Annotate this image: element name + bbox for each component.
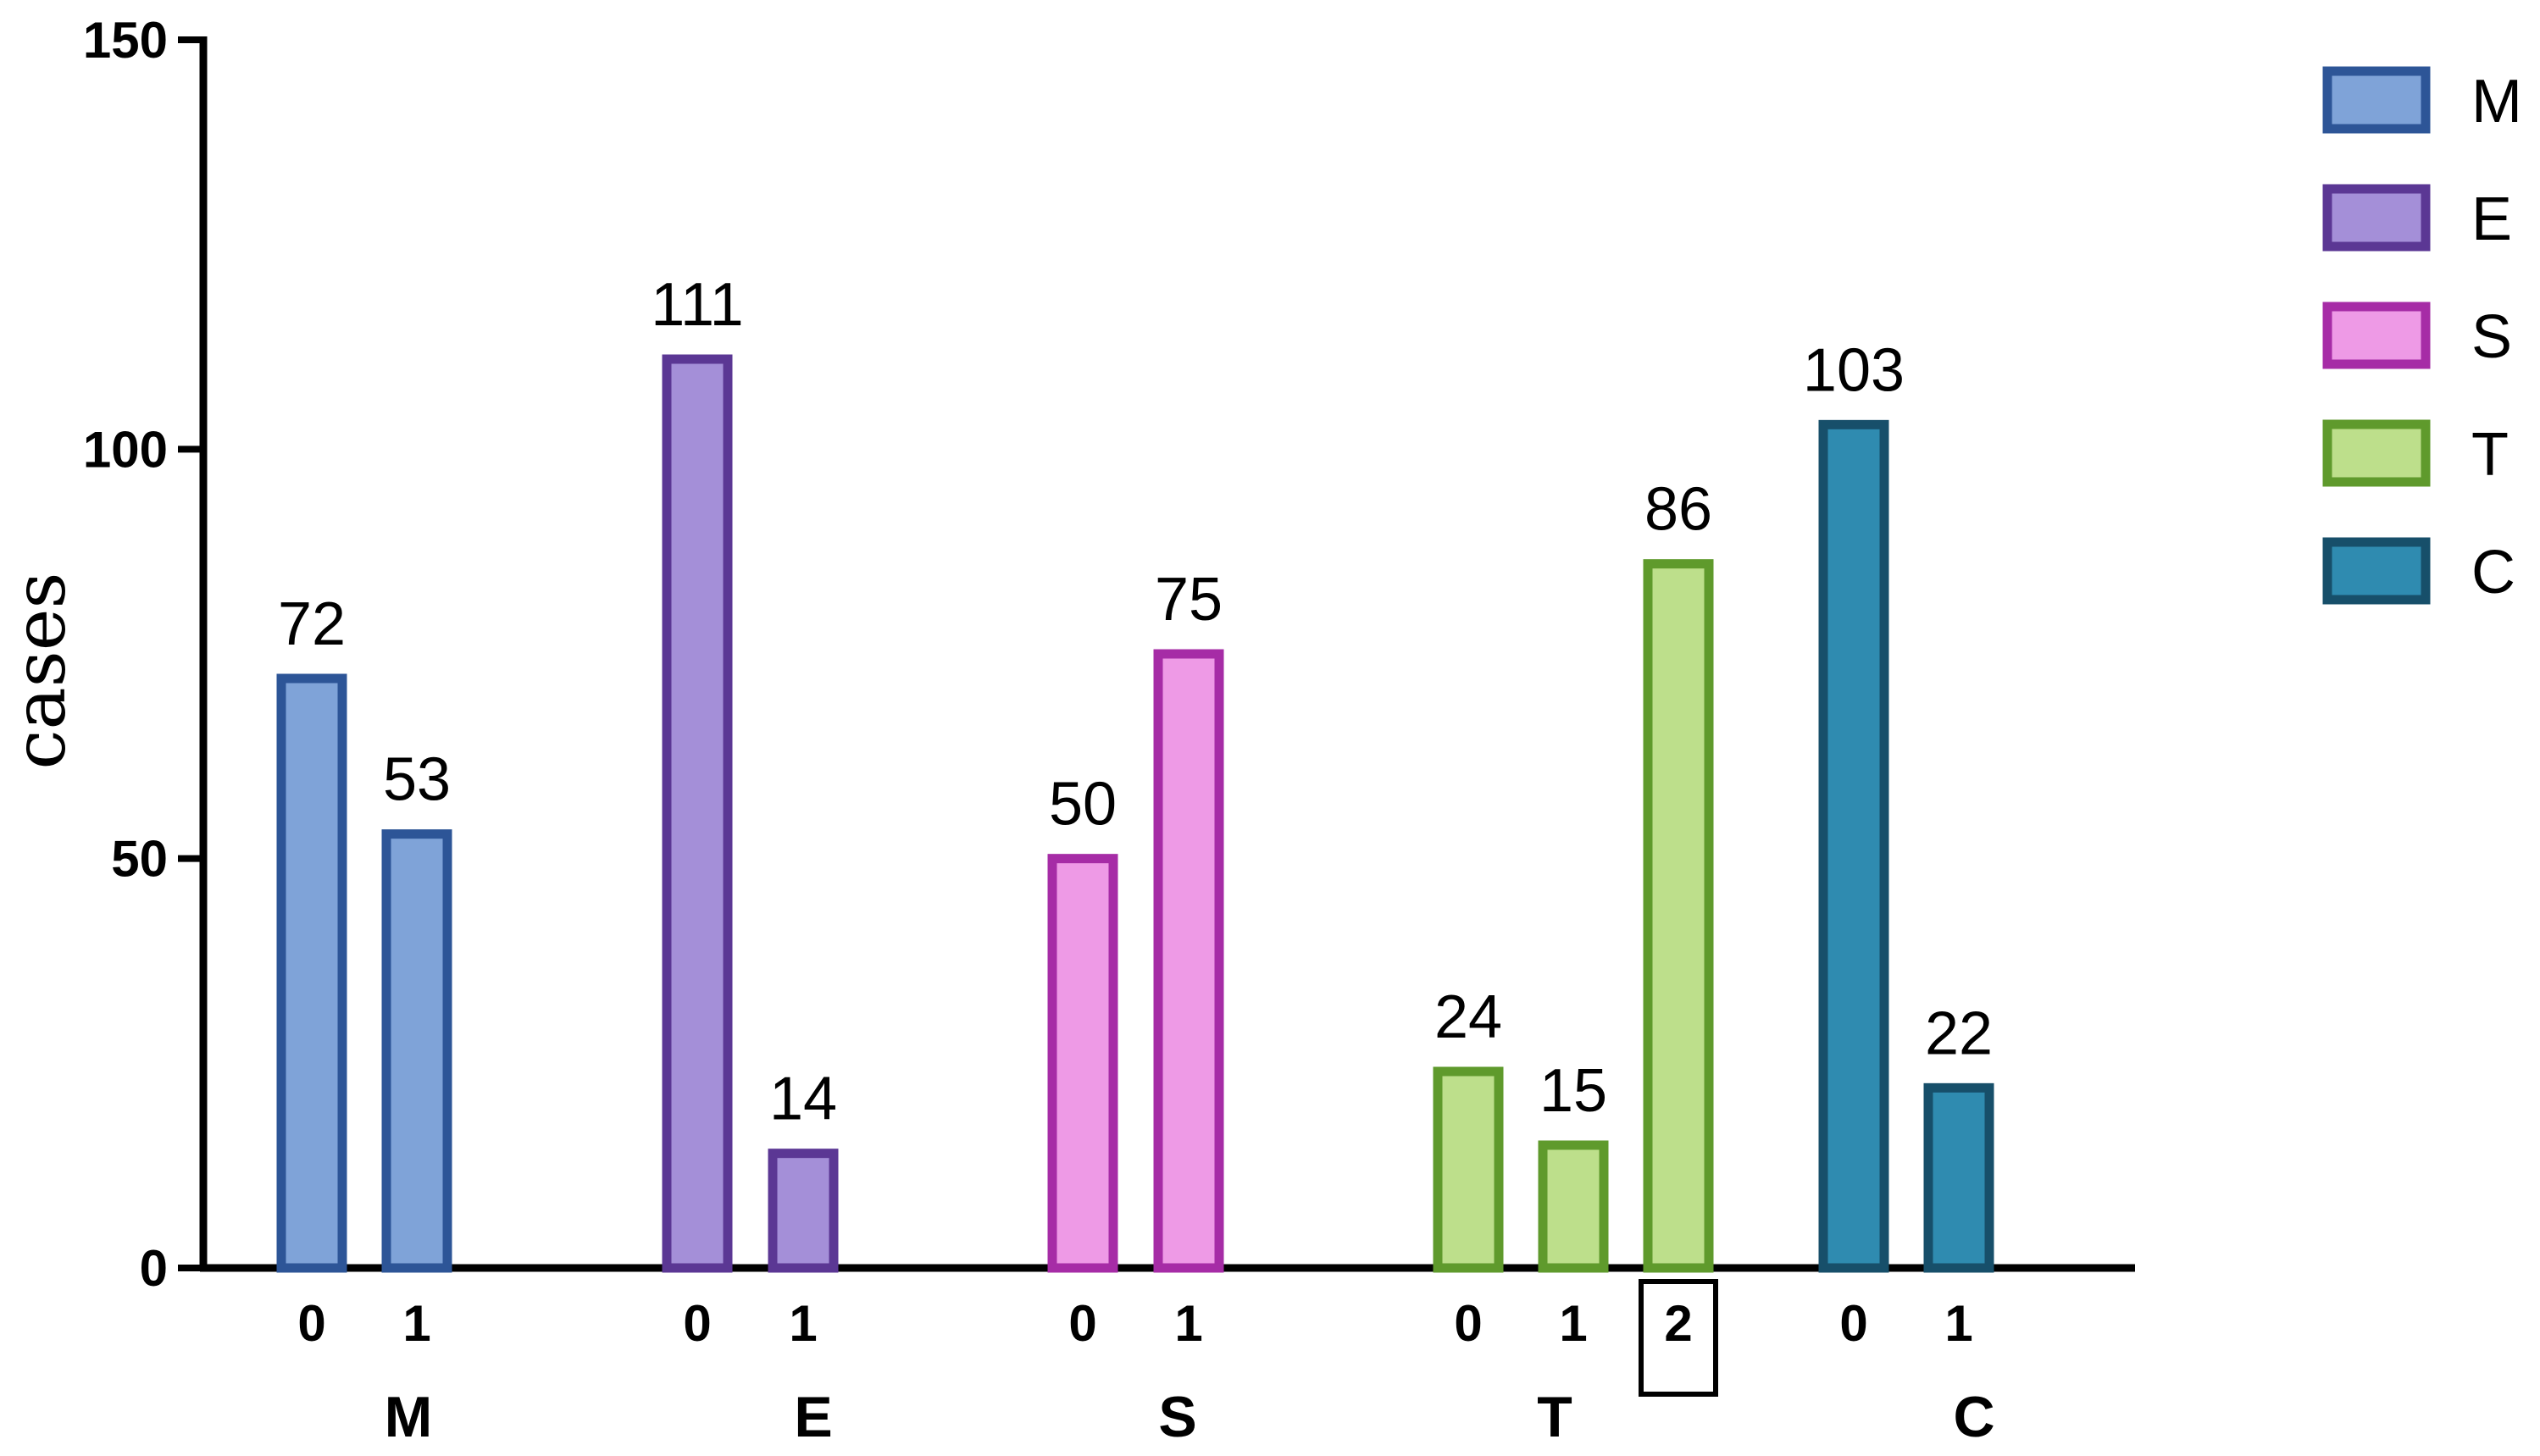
legend-swatch-M	[2322, 66, 2431, 134]
data-label-S-1: 75	[1155, 566, 1223, 634]
y-tick-label: 100	[83, 421, 168, 478]
group-label-T: T	[1537, 1385, 1572, 1449]
legend-label-C: C	[2471, 539, 2515, 606]
data-labels: 72 53 111 14 50 75 24 15 86 103 22	[278, 271, 1993, 1133]
group-label-E: E	[794, 1385, 832, 1449]
legend-swatch-S	[2322, 302, 2431, 369]
legend-swatch-C	[2322, 537, 2431, 605]
group-label-S: S	[1158, 1385, 1196, 1449]
bar-E-0	[662, 354, 733, 1273]
x-tick-label: 0	[1454, 1295, 1482, 1352]
x-tick-label: 2	[1664, 1295, 1692, 1352]
legend-swatch-T	[2322, 419, 2431, 487]
legend-label-T: T	[2471, 421, 2509, 489]
x-axis-labels: 0 1M0 1E0 1S0 1 2T0 1C	[297, 1279, 1995, 1449]
y-tick-label: 150	[83, 12, 168, 69]
group-label-M: M	[385, 1385, 433, 1449]
x-tick-label: 1	[1944, 1295, 1972, 1352]
bar-M-0	[276, 673, 347, 1273]
data-label-M-1: 53	[383, 746, 451, 814]
data-label-T-1: 15	[1539, 1057, 1607, 1125]
x-tick-label: 0	[683, 1295, 711, 1352]
legend-label-M: M	[2471, 68, 2522, 136]
data-label-S-0: 50	[1049, 771, 1117, 839]
axes: 0 50 100 150	[83, 12, 2135, 1297]
data-label-M-0: 72	[278, 590, 346, 658]
legend-label-S: S	[2471, 303, 2512, 371]
x-tick-label: 0	[1839, 1295, 1867, 1352]
x-tick-label: 1	[402, 1295, 430, 1352]
bar-C-0	[1818, 419, 1889, 1273]
data-label-C-0: 103	[1803, 336, 1905, 404]
group-label-C: C	[1953, 1385, 1994, 1449]
y-axis-title: cases	[0, 572, 81, 769]
bar-E-1	[768, 1149, 839, 1273]
bar-T-2	[1643, 559, 1714, 1273]
x-tick-label: 0	[297, 1295, 325, 1352]
data-label-T-0: 24	[1434, 983, 1502, 1051]
data-label-C-1: 22	[1925, 999, 1993, 1067]
data-label-E-1: 14	[769, 1066, 837, 1133]
bars	[276, 354, 1994, 1273]
x-tick-label: 1	[1559, 1295, 1587, 1352]
bar-T-1	[1538, 1140, 1609, 1273]
bar-S-0	[1047, 854, 1118, 1273]
highlight-box	[1639, 1279, 1718, 1397]
bar-T-0	[1433, 1066, 1504, 1273]
bar-C-1	[1923, 1082, 1994, 1273]
bar-S-1	[1153, 649, 1224, 1273]
y-tick-label: 50	[111, 831, 168, 888]
x-tick-label: 1	[789, 1295, 817, 1352]
x-tick-label: 0	[1068, 1295, 1096, 1352]
x-tick-label: 1	[1174, 1295, 1202, 1352]
data-label-T-2: 86	[1644, 476, 1712, 544]
legend-label-E: E	[2471, 185, 2512, 253]
bar-M-1	[381, 829, 452, 1273]
y-tick-label: 0	[140, 1240, 168, 1297]
legend-swatch-E	[2322, 184, 2431, 252]
data-label-E-0: 111	[651, 271, 743, 339]
